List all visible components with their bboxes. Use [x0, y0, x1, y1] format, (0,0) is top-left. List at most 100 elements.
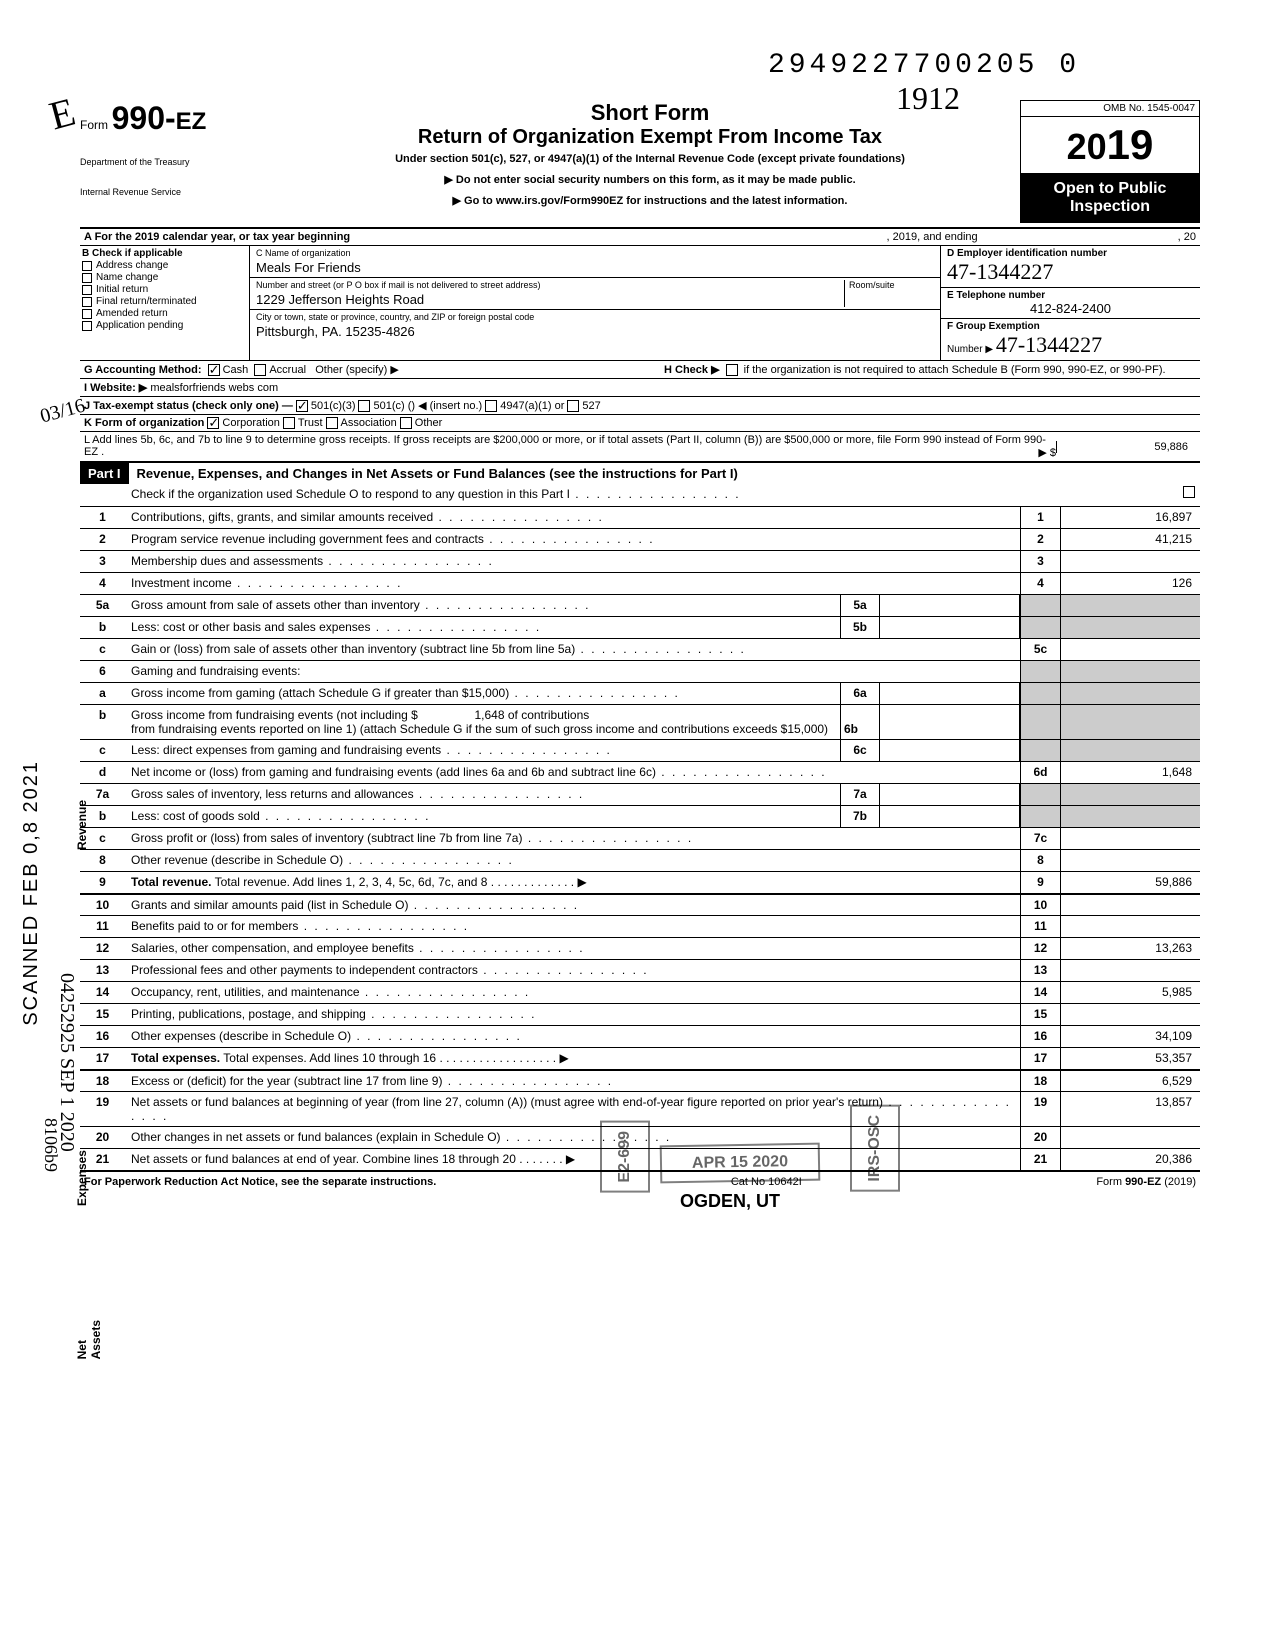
omb-number: OMB No. 1545-0047	[1021, 101, 1199, 117]
line5c-val	[1060, 639, 1200, 660]
chk-corp[interactable]	[207, 417, 219, 429]
line18-desc: Excess or (deficit) for the year (subtra…	[125, 1071, 1020, 1091]
chk-final-return[interactable]	[82, 297, 92, 307]
form-ez: EZ	[176, 108, 207, 135]
line18-val: 6,529	[1060, 1071, 1200, 1091]
chk-501c3[interactable]	[296, 400, 308, 412]
f-group-label: F Group Exemption	[947, 321, 1194, 332]
line9-desc: Total revenue. Total revenue. Add lines …	[125, 872, 1020, 893]
group-exemption-value: 47-1344227	[996, 332, 1102, 357]
stamp-date: APR 15 2020	[660, 1143, 821, 1184]
line14-desc: Occupancy, rent, utilities, and maintena…	[125, 982, 1020, 1003]
line15-val	[1060, 1004, 1200, 1025]
line1-desc: Contributions, gifts, grants, and simila…	[125, 507, 1020, 528]
hand-e: E	[44, 88, 80, 140]
line3-val	[1060, 551, 1200, 572]
netassets-label: Net Assets	[75, 1320, 103, 1359]
line11-val	[1060, 916, 1200, 937]
part1-header: Part I	[80, 463, 129, 484]
chk-name-change[interactable]	[82, 273, 92, 283]
form-prefix: Form	[80, 118, 108, 132]
form-header: Form 990-EZ Department of the Treasury I…	[80, 100, 1200, 223]
title-short-form: Short Form	[300, 100, 1000, 126]
title-return: Return of Organization Exempt From Incom…	[300, 126, 1000, 149]
line6d-val: 1,648	[1060, 762, 1200, 783]
line6b-desc: Gross income from fundraising events (no…	[125, 705, 840, 739]
line17-val: 53,357	[1060, 1048, 1200, 1069]
h-label: H Check ▶	[664, 364, 720, 376]
line14-val: 5,985	[1060, 982, 1200, 1003]
dept-treasury: Department of the Treasury	[80, 157, 280, 167]
expenses-label: Expenses	[75, 1150, 89, 1206]
line2-desc: Program service revenue including govern…	[125, 529, 1020, 550]
part1-title: Revenue, Expenses, and Changes in Net As…	[129, 463, 746, 484]
line5a-desc: Gross amount from sale of assets other t…	[125, 595, 840, 616]
line13-desc: Professional fees and other payments to …	[125, 960, 1020, 981]
line11-desc: Benefits paid to or for members	[125, 916, 1020, 937]
line6d-desc: Net income or (loss) from gaming and fun…	[125, 762, 1020, 783]
open-public: Open to Public	[1027, 180, 1193, 198]
stamp-e2: E2-699	[600, 1121, 650, 1193]
line8-val	[1060, 850, 1200, 871]
l-text: L Add lines 5b, 6c, and 7b to line 9 to …	[84, 434, 1046, 458]
part1-check-text: Check if the organization used Schedule …	[131, 487, 570, 501]
line6a-desc: Gross income from gaming (attach Schedul…	[125, 683, 840, 704]
inspection: Inspection	[1027, 198, 1193, 216]
line1-val: 16,897	[1060, 507, 1200, 528]
h-text: if the organization is not required to a…	[744, 364, 1166, 376]
org-name: Meals For Friends	[256, 260, 934, 275]
line8-desc: Other revenue (describe in Schedule O)	[125, 850, 1020, 871]
chk-trust[interactable]	[283, 417, 295, 429]
chk-amended[interactable]	[82, 309, 92, 319]
side-8106: 8106b9	[40, 1118, 61, 1172]
i-label: I Website: ▶	[84, 381, 147, 394]
line12-desc: Salaries, other compensation, and employ…	[125, 938, 1020, 959]
chk-other[interactable]	[400, 417, 412, 429]
paperwork-notice: For Paperwork Reduction Act Notice, see …	[84, 1176, 436, 1188]
chk-h[interactable]	[726, 364, 738, 376]
line17-desc: Total expenses. Total expenses. Add line…	[125, 1048, 1020, 1069]
line12-val: 13,263	[1060, 938, 1200, 959]
line13-val	[1060, 960, 1200, 981]
room-suite-label: Room/suite	[844, 280, 934, 307]
line4-val: 126	[1060, 573, 1200, 594]
c-name-label: C Name of organization	[256, 248, 934, 258]
chk-initial-return[interactable]	[82, 285, 92, 295]
line10-val	[1060, 895, 1200, 915]
line20-val	[1060, 1127, 1200, 1148]
form-footer: Form 990-EZ (2019)	[1096, 1176, 1196, 1188]
g-label: G Accounting Method:	[84, 364, 202, 376]
c-city-label: City or town, state or province, country…	[256, 312, 934, 322]
chk-address-change[interactable]	[82, 261, 92, 271]
line9-val: 59,886	[1060, 872, 1200, 893]
l-value: 59,886	[1056, 441, 1196, 453]
chk-pending[interactable]	[82, 321, 92, 331]
line21-val: 20,386	[1060, 1149, 1200, 1170]
chk-accrual[interactable]	[254, 364, 266, 376]
chk-527[interactable]	[567, 400, 579, 412]
line7a-desc: Gross sales of inventory, less returns a…	[125, 784, 840, 805]
d-ein-label: D Employer identification number	[947, 248, 1194, 259]
title-url: ▶ Go to www.irs.gov/Form990EZ for instru…	[300, 194, 1000, 207]
line16-val: 34,109	[1060, 1026, 1200, 1047]
line7c-val	[1060, 828, 1200, 849]
title-ssn-warning: ▶ Do not enter social security numbers o…	[300, 173, 1000, 186]
org-city: Pittsburgh, PA. 15235-4826	[256, 324, 934, 339]
chk-schedule-o[interactable]	[1183, 486, 1195, 498]
chk-4947[interactable]	[485, 400, 497, 412]
website-value: mealsforfriends webs com	[150, 382, 278, 394]
row-a-tax-year: A For the 2019 calendar year, or tax yea…	[80, 229, 1200, 246]
line3-desc: Membership dues and assessments	[125, 551, 1020, 572]
line5b-desc: Less: cost or other basis and sales expe…	[125, 617, 840, 638]
tax-year: 2019	[1021, 117, 1199, 174]
ein-value: 47-1344227	[947, 259, 1053, 284]
dept-irs: Internal Revenue Service	[80, 187, 280, 197]
line2-val: 41,215	[1060, 529, 1200, 550]
line19-val: 13,857	[1060, 1092, 1200, 1126]
line6-desc: Gaming and fundraising events:	[125, 661, 1020, 682]
chk-cash[interactable]	[208, 364, 220, 376]
hand-year: 1912	[896, 80, 960, 117]
chk-assoc[interactable]	[326, 417, 338, 429]
scanned-stamp: SCANNED FEB 0,8 2021	[20, 760, 43, 1026]
chk-501c[interactable]	[358, 400, 370, 412]
